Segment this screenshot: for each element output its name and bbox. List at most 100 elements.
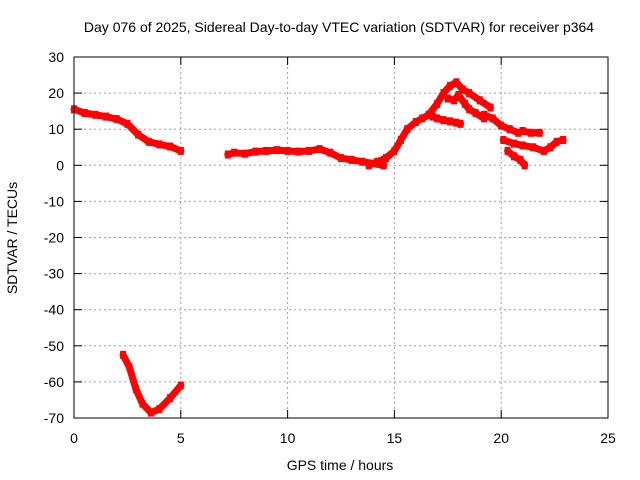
y-tick-label: -50 [44, 338, 64, 354]
data-point [177, 146, 184, 155]
data-point [489, 114, 496, 123]
data-point [517, 155, 524, 164]
data-point [126, 363, 133, 372]
data-point [519, 127, 526, 135]
data-point [263, 146, 270, 155]
data-point [284, 146, 291, 155]
data-point [434, 99, 441, 108]
data-point [440, 89, 447, 98]
data-point [124, 119, 131, 128]
data-point [231, 148, 238, 157]
data-point [451, 96, 458, 105]
data-point [429, 112, 436, 121]
data-point [500, 136, 507, 144]
chart-title: Day 076 of 2025, Sidereal Day-to-day VTE… [84, 19, 594, 35]
axis-ticks: 0 5 10 15 20 25 30 20 10 0 -10 -20 -30 -40 -50 -60 -70 [44, 49, 616, 446]
data-point [455, 90, 462, 99]
data-point [528, 128, 535, 137]
data-point [380, 161, 387, 170]
data-point [515, 128, 522, 137]
data-point [476, 96, 483, 105]
series-track-4 [365, 78, 494, 169]
data-point [519, 141, 526, 150]
data-point [382, 154, 389, 163]
data-point [547, 143, 554, 152]
data-point [391, 146, 398, 155]
data-point [466, 105, 473, 114]
data-point [504, 146, 511, 155]
series-track-1 [70, 105, 185, 155]
data-point [145, 137, 152, 146]
data-point [466, 89, 473, 98]
data-point [252, 147, 259, 156]
data-point [434, 114, 441, 123]
data-point [446, 81, 453, 90]
y-tick-label: -30 [44, 266, 64, 282]
data-point [444, 94, 451, 103]
data-point [92, 110, 99, 119]
x-tick-label: 20 [493, 430, 509, 446]
data-point [446, 117, 453, 126]
data-point [506, 125, 513, 134]
data-point [167, 142, 174, 151]
data-point [338, 154, 344, 163]
data-point [511, 139, 517, 148]
x-tick-label: 15 [387, 430, 403, 446]
data-point [273, 146, 280, 155]
x-axis-label: GPS time / hours [287, 457, 394, 473]
x-tick-label: 25 [600, 430, 616, 446]
y-tick-label: -70 [44, 410, 64, 426]
data-point [461, 99, 468, 108]
y-tick-label: 30 [48, 49, 64, 65]
data-point [177, 381, 184, 390]
data-point [530, 143, 537, 152]
data-point [521, 161, 528, 170]
data-point [472, 109, 479, 117]
data-point [553, 137, 560, 146]
data-point [457, 119, 464, 128]
data-point [374, 157, 381, 166]
data-point [359, 157, 366, 166]
series-track-3 [224, 145, 388, 169]
y-tick-label: -40 [44, 302, 64, 318]
data-point [224, 150, 231, 159]
data-point [404, 125, 411, 134]
data-point [348, 155, 355, 164]
data-point [81, 109, 88, 117]
data-point [156, 405, 163, 413]
data-point [481, 110, 488, 119]
data-point [139, 399, 146, 408]
data-point [147, 408, 154, 417]
data-point [459, 85, 466, 94]
y-tick-label: 20 [48, 85, 64, 101]
data-point [295, 147, 302, 156]
data-point [316, 145, 323, 154]
data-point [560, 136, 567, 144]
data-point [327, 148, 334, 157]
x-tick-label: 10 [280, 430, 296, 446]
y-tick-label: -20 [44, 230, 64, 246]
data-point [453, 118, 460, 127]
data-point [453, 78, 460, 87]
data-point [412, 118, 419, 126]
data-point [425, 110, 432, 119]
y-tick-label: -10 [44, 193, 64, 209]
data-point [306, 146, 312, 155]
series-track-2 [119, 351, 185, 417]
data-point [113, 115, 120, 124]
data-point [365, 161, 372, 170]
y-axis-label: SDTVAR / TECUs [4, 182, 20, 294]
data-point [132, 385, 139, 394]
x-tick-label: 5 [177, 430, 185, 446]
data-point [440, 116, 447, 125]
data-point [241, 149, 248, 158]
gridlines [74, 57, 608, 418]
data-point [156, 140, 163, 149]
data-point [536, 128, 543, 137]
data-point [397, 136, 404, 144]
data-point [419, 114, 426, 123]
data-point [511, 152, 517, 161]
data-point [167, 394, 174, 403]
y-tick-label: -60 [44, 374, 64, 390]
